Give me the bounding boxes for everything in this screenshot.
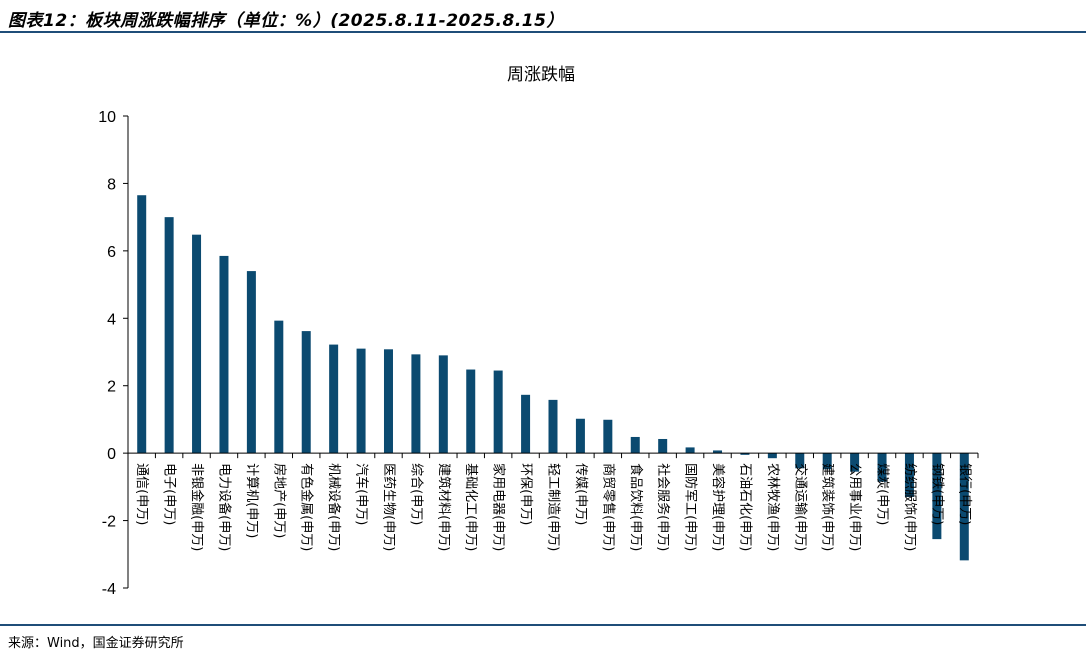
bar [603, 419, 613, 454]
bar [438, 355, 448, 454]
bar-series [137, 195, 969, 561]
x-tick-label: 建筑材料(申万) [436, 463, 452, 551]
x-tick-label: 基础化工(申万) [463, 463, 478, 551]
bar [192, 234, 202, 454]
bar [411, 354, 421, 454]
x-axis-tick-labels: 通信(申万) 电子(申万) 非银金融(申万) 电力设备(申万) 计算机(申万) 房地产(申… [134, 463, 972, 551]
x-tick-label: 非银金融(申万) [189, 463, 205, 551]
bar-chart: 周涨跌幅 -4 -2 0 2 4 6 8 10 通信(申万) 电子(申万) 非银金融(申万) 电力设… [98, 65, 979, 598]
x-tick-label: 公用事业(申万) [847, 463, 862, 551]
x-tick-label: 通信(申万) [134, 463, 149, 525]
bar [685, 447, 695, 454]
x-tick-label: 计算机(申万) [244, 463, 259, 538]
bar [877, 453, 887, 482]
x-tick-label: 交通运输(申万) [792, 463, 808, 551]
y-tick-label: 8 [107, 176, 116, 193]
x-tick-label: 食品饮料(申万) [628, 463, 644, 551]
bar [932, 453, 942, 540]
y-tick-label: 10 [98, 109, 116, 126]
x-tick-label: 房地产(申万) [271, 463, 287, 538]
x-tick-label: 农林牧渔(申万) [765, 463, 780, 551]
x-tick-label: 建筑装饰(申万) [820, 463, 836, 551]
bar [548, 399, 558, 454]
bar [137, 195, 147, 454]
x-tick-label: 电子(申万) [162, 463, 177, 525]
bar [493, 370, 503, 454]
x-tick-label: 综合(申万) [408, 463, 423, 525]
bar [630, 436, 640, 454]
y-axis-ticks: -4 -2 0 2 4 6 8 10 [98, 109, 128, 598]
x-tick-label: 医药生物(申万) [381, 463, 396, 551]
bar [301, 331, 311, 454]
x-tick-label: 家用电器(申万) [491, 463, 507, 551]
bar [658, 438, 668, 454]
chart-title: 周涨跌幅 [507, 65, 575, 85]
x-tick-label: 传媒(申万) [573, 463, 588, 525]
bar [521, 394, 531, 454]
x-tick-label: 汽车(申万) [354, 463, 370, 525]
x-tick-label: 环保(申万) [518, 463, 533, 525]
bar [383, 349, 393, 454]
x-tick-label: 国防军工(申万) [683, 463, 699, 551]
bar [329, 344, 339, 454]
x-tick-label: 纺织服饰(申万) [902, 463, 917, 551]
bar [219, 255, 229, 454]
x-tick-label: 煤炭(申万) [875, 463, 890, 525]
bar [740, 453, 750, 455]
bar [713, 450, 723, 454]
x-tick-label: 机械设备(申万) [326, 463, 342, 551]
top-rule [0, 31, 1086, 33]
x-tick-label: 社会服务(申万) [655, 463, 671, 551]
y-tick-label: -2 [102, 514, 116, 531]
bar [850, 453, 860, 472]
bar [575, 418, 585, 454]
bar [274, 320, 284, 454]
x-tick-label: 商贸零售(申万) [600, 463, 616, 551]
x-tick-label: 有色金属(申万) [299, 463, 315, 551]
y-tick-label: 4 [107, 311, 116, 328]
x-tick-label: 石油石化(申万) [737, 463, 752, 551]
bar [822, 453, 832, 470]
x-tick-label: 钢铁(申万) [929, 463, 944, 525]
y-tick-label: 2 [107, 379, 116, 396]
bar [246, 271, 256, 454]
y-tick-label: 6 [107, 244, 116, 261]
y-tick-label: 0 [107, 446, 116, 463]
x-tick-label: 美容护理(申万) [710, 463, 726, 551]
source-note: 来源：Wind，国金证券研究所 [8, 636, 184, 651]
axes [127, 116, 979, 588]
bar [904, 453, 914, 497]
y-tick-label: -4 [102, 581, 116, 598]
bar [466, 369, 476, 454]
bottom-rule [0, 624, 1086, 626]
bar [767, 453, 777, 459]
bar [959, 453, 969, 561]
bar [356, 348, 366, 454]
bar [795, 453, 805, 469]
x-tick-label: 电力设备(申万) [216, 463, 232, 551]
x-tick-label: 轻工制造(申万) [546, 463, 561, 551]
x-tick-label: 银行(申万) [957, 463, 972, 525]
figure-title: 图表12：板块周涨跌幅排序（单位：%）(2025.8.11-2025.8.15） [8, 11, 564, 31]
bar [164, 217, 174, 454]
